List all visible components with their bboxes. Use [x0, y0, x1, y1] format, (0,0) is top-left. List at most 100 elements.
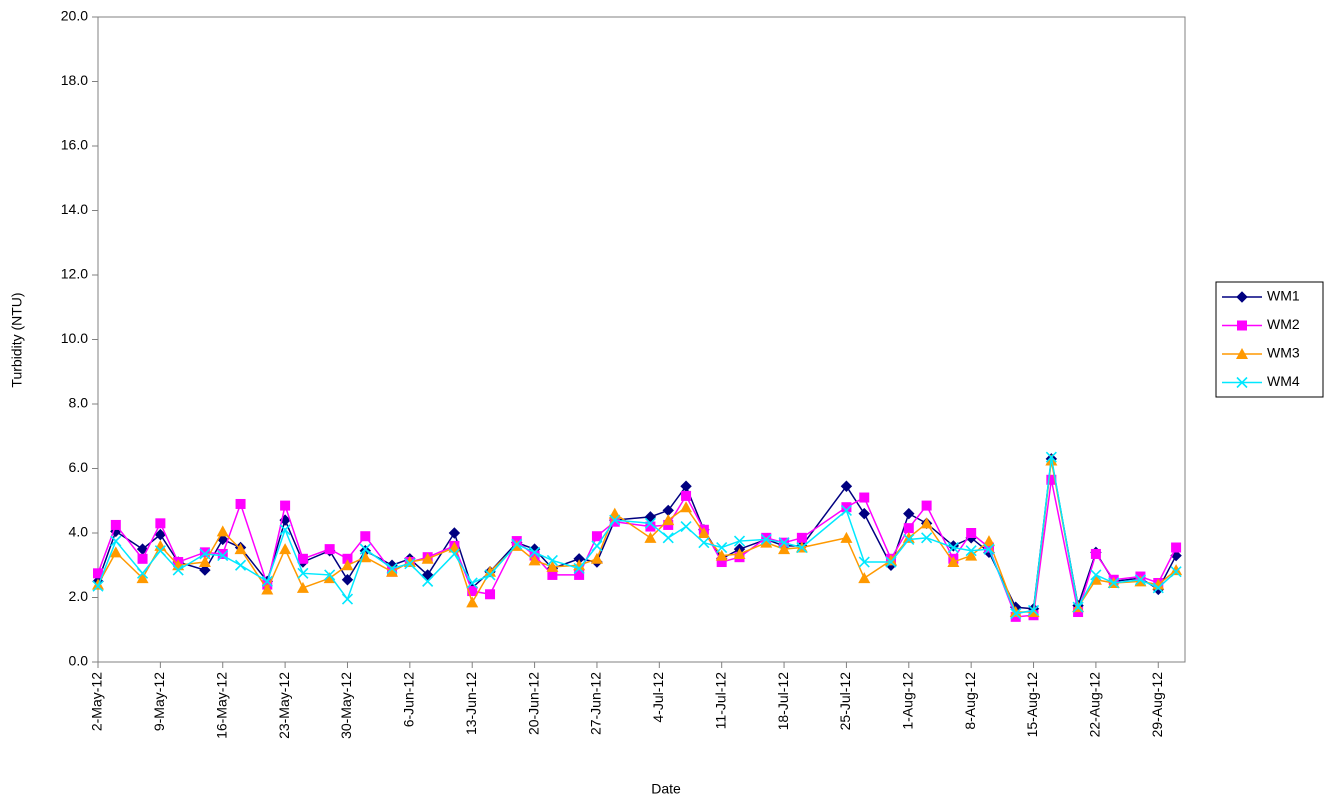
- series-line: [97, 460, 1177, 613]
- marker: [697, 527, 710, 538]
- marker: [1170, 564, 1183, 576]
- marker: [698, 537, 710, 549]
- marker: [903, 507, 915, 520]
- marker: [136, 572, 149, 584]
- marker: [680, 520, 692, 533]
- marker: [360, 531, 371, 542]
- marker: [840, 531, 853, 543]
- marker: [297, 553, 308, 564]
- marker: [359, 543, 371, 555]
- marker: [92, 580, 104, 592]
- marker: [467, 586, 478, 597]
- marker: [983, 542, 994, 553]
- x-axis-title: Date: [651, 781, 681, 797]
- x-tick-label: 25-Jul-12: [837, 672, 853, 731]
- x-tick-label: 20-Jun-12: [525, 672, 541, 735]
- legend-label: WM2: [1267, 316, 1300, 332]
- marker: [716, 541, 728, 554]
- marker: [529, 546, 541, 558]
- marker: [573, 562, 585, 575]
- legend-label: WM4: [1267, 373, 1300, 389]
- marker: [216, 525, 229, 537]
- marker: [858, 556, 870, 568]
- x-tick-label: 4-Jul-12: [650, 672, 666, 723]
- marker: [1134, 574, 1147, 586]
- marker: [199, 564, 211, 576]
- marker: [485, 589, 496, 600]
- marker: [109, 546, 122, 558]
- marker: [609, 516, 620, 527]
- marker: [546, 554, 558, 566]
- marker: [1046, 474, 1057, 485]
- marker: [760, 533, 772, 546]
- marker: [796, 541, 808, 554]
- x-tick-label: 11-Jul-12: [712, 672, 728, 730]
- marker: [1009, 606, 1022, 618]
- marker: [154, 545, 166, 557]
- marker: [324, 569, 336, 581]
- y-tick-label: 18.0: [61, 72, 88, 88]
- marker: [110, 519, 121, 530]
- marker: [680, 501, 693, 513]
- x-tick-label: 6-Jun-12: [401, 672, 417, 727]
- marker: [172, 564, 184, 576]
- marker: [858, 572, 871, 584]
- marker: [341, 593, 354, 605]
- marker: [93, 568, 103, 579]
- marker: [733, 547, 746, 559]
- marker: [760, 536, 773, 548]
- marker: [448, 541, 461, 553]
- marker: [681, 490, 692, 501]
- marker: [155, 518, 166, 529]
- marker: [885, 556, 897, 568]
- y-tick-label: 16.0: [61, 137, 88, 153]
- marker: [421, 552, 434, 564]
- marker: [591, 531, 602, 542]
- marker: [511, 538, 523, 550]
- marker: [217, 550, 229, 562]
- marker: [386, 565, 399, 577]
- y-tick-label: 6.0: [69, 459, 89, 475]
- x-tick-label: 13-Jun-12: [463, 672, 479, 735]
- marker: [715, 549, 728, 561]
- marker: [591, 540, 603, 552]
- marker: [261, 583, 274, 595]
- marker: [858, 507, 870, 520]
- marker: [902, 531, 915, 543]
- x-tick-label: 8-Aug-12: [962, 672, 978, 730]
- marker: [778, 543, 791, 555]
- marker: [947, 556, 960, 568]
- marker: [261, 575, 273, 587]
- y-tick-label: 4.0: [69, 524, 89, 540]
- marker: [1089, 573, 1102, 585]
- marker: [110, 535, 122, 547]
- legend-label: WM3: [1267, 345, 1300, 361]
- marker: [422, 575, 434, 587]
- marker: [1027, 604, 1040, 616]
- x-tick-label: 29-Aug-12: [1149, 672, 1165, 738]
- marker: [217, 548, 228, 559]
- marker: [547, 569, 558, 580]
- marker: [1152, 582, 1164, 594]
- marker: [280, 500, 291, 511]
- series-line: [97, 457, 1177, 615]
- marker: [644, 531, 657, 543]
- legend-box: [1215, 281, 1324, 398]
- marker: [324, 544, 335, 555]
- marker: [574, 569, 585, 580]
- marker: [342, 553, 353, 564]
- marker: [609, 514, 621, 526]
- marker: [199, 548, 211, 560]
- marker: [841, 502, 852, 513]
- x-tick-label: 9-May-12: [151, 672, 167, 731]
- marker: [1090, 569, 1102, 581]
- legend-label: WM1: [1267, 288, 1300, 304]
- marker: [778, 537, 790, 549]
- marker: [484, 569, 496, 581]
- marker: [982, 535, 995, 547]
- marker: [966, 528, 977, 538]
- marker: [1010, 608, 1022, 620]
- marker: [1236, 348, 1248, 359]
- marker: [662, 532, 674, 544]
